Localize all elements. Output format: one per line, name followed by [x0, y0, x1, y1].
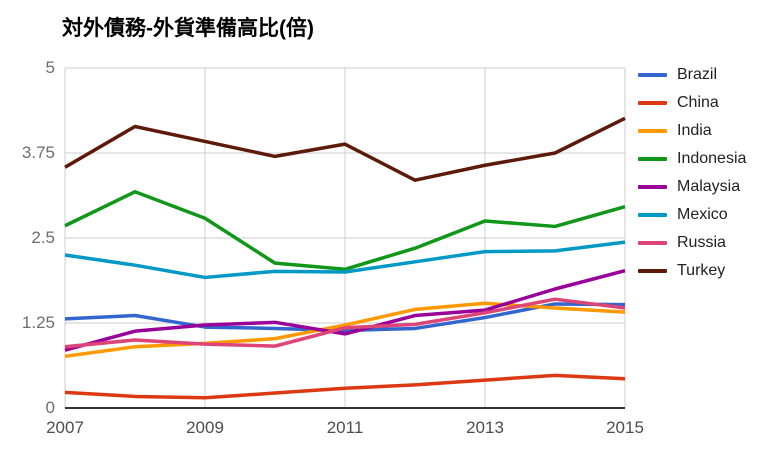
legend-label: Malaysia	[677, 178, 741, 195]
x-tick-label: 2007	[46, 418, 84, 437]
legend-item-india: India	[638, 117, 774, 145]
legend-label: India	[677, 122, 712, 139]
series-line-brazil	[64, 302, 626, 333]
x-tick-label: 2009	[186, 418, 224, 437]
legend-item-brazil: Brazil	[638, 61, 774, 89]
x-tick-label: 2011	[326, 418, 364, 437]
y-tick-label: 0	[45, 398, 55, 417]
legend-label: Brazil	[677, 66, 718, 83]
legend-item-malaysia: Malaysia	[638, 173, 774, 201]
legend-swatch-icon	[638, 213, 667, 217]
chart-title: 対外債務-外貨準備高比(倍)	[62, 17, 314, 40]
series-line-china	[64, 373, 626, 400]
legend-item-china: China	[638, 89, 774, 117]
legend: Brazil China India Indonesia Malaysia Mexico R…	[638, 61, 774, 285]
y-tick-label: 2.5	[31, 228, 55, 247]
legend-swatch-icon	[638, 101, 667, 105]
series-line-mexico	[64, 240, 626, 280]
legend-item-turkey: Turkey	[638, 257, 774, 285]
legend-label: Turkey	[677, 262, 726, 279]
y-tick-label: 3.75	[21, 143, 55, 162]
x-tick-label: 2013	[466, 418, 504, 437]
y-tick-label: 1.25	[21, 313, 55, 332]
legend-swatch-icon	[638, 269, 667, 273]
legend-label: Russia	[677, 234, 726, 251]
y-tick-label: 5	[45, 58, 55, 77]
series-line-malaysia	[64, 268, 626, 352]
legend-label: Mexico	[677, 206, 728, 223]
legend-label: Indonesia	[677, 150, 747, 167]
series-line-russia	[64, 297, 626, 349]
legend-swatch-icon	[638, 185, 667, 189]
legend-swatch-icon	[638, 129, 667, 133]
series-line-turkey	[64, 116, 626, 182]
legend-label: China	[677, 94, 719, 111]
legend-swatch-icon	[638, 73, 667, 77]
legend-swatch-icon	[638, 157, 667, 161]
legend-item-indonesia: Indonesia	[638, 145, 774, 173]
series-line-india	[64, 301, 626, 359]
legend-item-mexico: Mexico	[638, 201, 774, 229]
series-line-indonesia	[64, 190, 626, 272]
legend-item-russia: Russia	[638, 229, 774, 257]
legend-swatch-icon	[638, 241, 667, 245]
x-tick-label: 2015	[606, 418, 644, 437]
